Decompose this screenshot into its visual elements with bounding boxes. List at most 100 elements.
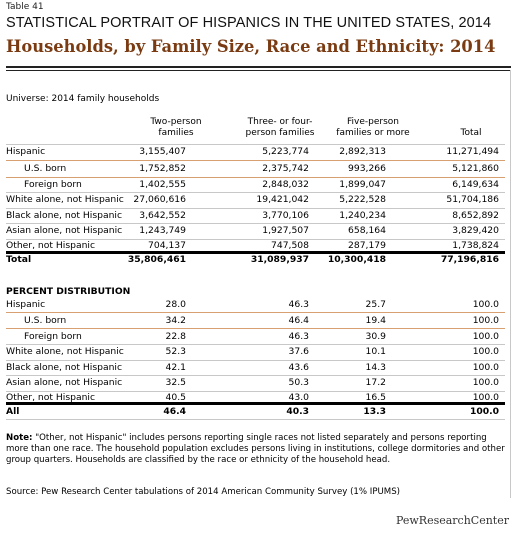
total-cell: 35,806,461	[127, 254, 186, 265]
col-header-line: families	[158, 128, 194, 138]
row-label: Hispanic	[6, 146, 46, 157]
cell: 19.4	[365, 315, 386, 326]
universe-note: Universe: 2014 family households	[6, 94, 160, 104]
cell: 27,060,616	[133, 194, 186, 205]
col-header-line: Three- or four-	[247, 117, 313, 127]
cell: 2,375,742	[262, 163, 309, 174]
cell: 46.3	[288, 331, 309, 342]
row-label: Asian alone, not Hispanic	[6, 225, 123, 236]
cell: 1,927,507	[262, 225, 309, 236]
cell: 40.5	[165, 392, 186, 403]
cell: 287,179	[348, 240, 386, 251]
col-header-line: person families	[245, 128, 315, 138]
row-label: Foreign born	[24, 331, 82, 342]
cell: 1,752,852	[139, 163, 186, 174]
row-label: Black alone, not Hispanic	[6, 210, 123, 221]
row-divider	[6, 344, 505, 345]
cell: 2,848,032	[262, 179, 309, 190]
col-header-total: Total	[446, 128, 496, 139]
title-rule-thick	[6, 66, 511, 68]
cell: 25.7	[365, 299, 386, 310]
cell: 3,155,407	[139, 146, 186, 157]
col-header-two-person: Two-person families	[146, 117, 206, 139]
section-heading: PERCENT DISTRIBUTION	[6, 286, 131, 297]
cell: 100.0	[472, 377, 499, 388]
cell: 3,829,420	[452, 225, 499, 236]
col-header-line: families or more	[336, 128, 410, 138]
cell: 1,899,047	[339, 179, 386, 190]
row-divider	[6, 144, 505, 145]
note-label: Note:	[6, 433, 33, 443]
cell: 6,149,634	[452, 179, 499, 190]
total-rule	[6, 402, 505, 405]
total-rule	[6, 251, 505, 254]
col-header-three-four: Three- or four- person families	[237, 117, 323, 139]
cell: 1,240,234	[339, 210, 386, 221]
total-cell: 31,089,937	[250, 254, 309, 265]
cell: 30.9	[365, 331, 386, 342]
report-supertitle: STATISTICAL PORTRAIT OF HISPANICS IN THE…	[6, 15, 492, 31]
cell: 43.0	[288, 392, 309, 403]
total-cell: 10,300,418	[327, 254, 386, 265]
row-divider	[6, 360, 505, 361]
source-note: Source: Pew Research Center tabulations …	[6, 487, 401, 497]
cell: 100.0	[472, 362, 499, 373]
cell: 993,266	[348, 163, 386, 174]
cell: 28.0	[165, 299, 186, 310]
row-divider	[6, 223, 505, 224]
col-header-line: Total	[460, 128, 482, 138]
row-label: White alone, not Hispanic	[6, 346, 124, 357]
total-cell: 100.0	[469, 406, 499, 417]
row-divider	[6, 208, 505, 209]
cell: 11,271,494	[446, 146, 499, 157]
row-label: Black alone, not Hispanic	[6, 362, 123, 373]
row-divider	[6, 192, 505, 193]
cell: 5,121,860	[452, 163, 499, 174]
col-header-line: Two-person	[150, 117, 202, 127]
col-header-five-person: Five-person families or more	[330, 117, 416, 139]
subrow-divider	[6, 312, 505, 313]
cell: 16.5	[365, 392, 386, 403]
cell: 100.0	[472, 331, 499, 342]
cell: 2,892,313	[339, 146, 386, 157]
row-label: U.S. born	[24, 315, 67, 326]
total-cell: 77,196,816	[440, 254, 499, 265]
cell: 100.0	[472, 315, 499, 326]
subrow-divider	[6, 328, 505, 329]
cell: 100.0	[472, 299, 499, 310]
cell: 5,222,528	[339, 194, 386, 205]
cell: 704,137	[148, 240, 186, 251]
cell: 1,738,824	[452, 240, 499, 251]
cell: 46.3	[288, 299, 309, 310]
col-header-line: Five-person	[347, 117, 399, 127]
total-cell: 13.3	[363, 406, 386, 417]
cell: 22.8	[165, 331, 186, 342]
row-label: Other, not Hispanic	[6, 392, 96, 403]
cell: 52.3	[165, 346, 186, 357]
cell: 5,223,774	[262, 146, 309, 157]
title-rule-thin	[6, 70, 511, 71]
cell: 51,704,186	[446, 194, 499, 205]
row-divider	[6, 391, 505, 392]
row-label: Asian alone, not Hispanic	[6, 377, 123, 388]
row-label: White alone, not Hispanic	[6, 194, 124, 205]
cell: 100.0	[472, 346, 499, 357]
row-divider	[6, 419, 505, 420]
side-divider	[510, 70, 511, 498]
total-row-label: Total	[6, 254, 32, 265]
cell: 10.1	[365, 346, 386, 357]
cell: 14.3	[365, 362, 386, 373]
total-cell: 40.3	[286, 406, 309, 417]
cell: 100.0	[472, 392, 499, 403]
cell: 34.2	[165, 315, 186, 326]
row-divider	[6, 239, 505, 240]
pew-logo: PewResearchCenter	[395, 514, 509, 527]
row-label: Hispanic	[6, 299, 46, 310]
subrow-divider	[6, 160, 505, 161]
subrow-divider	[6, 177, 505, 178]
total-cell: 46.4	[163, 406, 186, 417]
cell: 46.4	[288, 315, 309, 326]
cell: 3,642,552	[139, 210, 186, 221]
cell: 42.1	[165, 362, 186, 373]
cell: 43.6	[288, 362, 309, 373]
